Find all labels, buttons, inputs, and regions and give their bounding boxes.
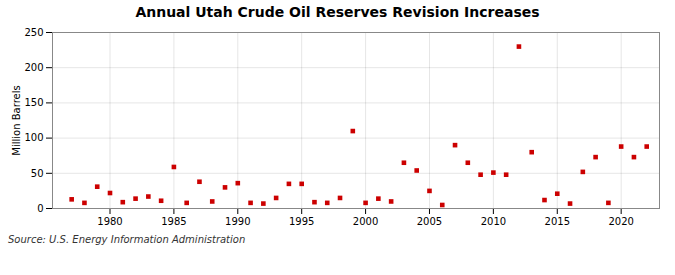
svg-text:250: 250: [24, 27, 43, 38]
html-text:Source: U.S. Energy Informatio: Source: U.S. Energy Information Administ…: [8, 234, 246, 245]
svg-text:2020: 2020: [608, 216, 633, 227]
svg-text:1990: 1990: [225, 216, 250, 227]
svg-text:100: 100: [24, 132, 43, 143]
svg-text:2015: 2015: [545, 216, 570, 227]
html-text:Annual Utah Crude Oil Reserves: Annual Utah Crude Oil Reserves Revision …: [135, 4, 540, 20]
svg-text:Million Barrels: Million Barrels: [11, 85, 22, 155]
svg-text:1980: 1980: [97, 216, 122, 227]
svg-text:1995: 1995: [289, 216, 314, 227]
svg-text:200: 200: [24, 62, 43, 73]
svg-text:0: 0: [37, 203, 43, 214]
svg-text:1985: 1985: [161, 216, 186, 227]
svg-text:50: 50: [31, 168, 44, 179]
svg-text:2000: 2000: [353, 216, 378, 227]
svg-text:150: 150: [24, 97, 43, 108]
svg-text:2010: 2010: [481, 216, 506, 227]
svg-text:2005: 2005: [417, 216, 442, 227]
